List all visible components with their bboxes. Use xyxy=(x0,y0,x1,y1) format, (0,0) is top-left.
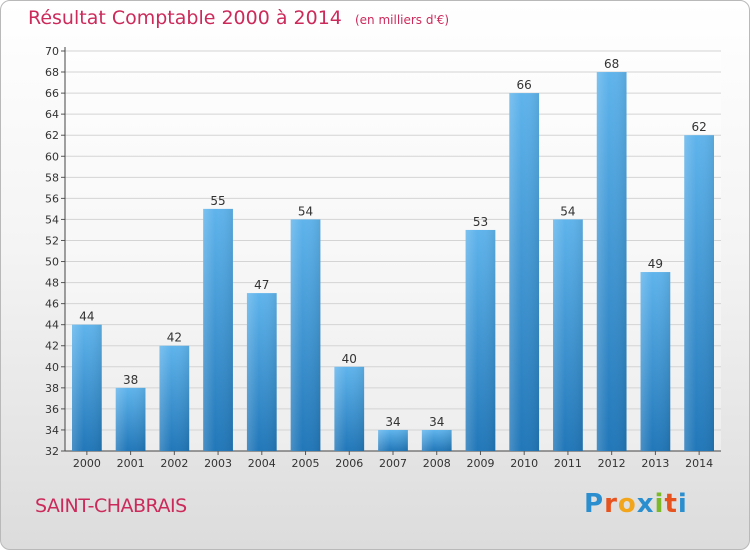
x-tick-label: 2011 xyxy=(554,457,582,470)
chart-title: Résultat Comptable 2000 à 2014 xyxy=(28,7,342,29)
bar-shine xyxy=(640,272,671,451)
data-label: 55 xyxy=(210,194,225,208)
data-label: 54 xyxy=(560,204,575,218)
logo-letter: P xyxy=(584,489,605,519)
x-tick-label: 2006 xyxy=(335,457,363,470)
chart-subtitle: (en milliers d'€) xyxy=(354,13,450,27)
y-tick-label: 66 xyxy=(45,87,59,100)
bar-shine xyxy=(421,429,452,451)
bar-shine xyxy=(71,324,102,451)
x-tick-label: 2014 xyxy=(685,457,713,470)
x-tick-label: 2009 xyxy=(466,457,494,470)
x-tick-label: 2003 xyxy=(204,457,232,470)
bar-shine xyxy=(684,135,715,452)
y-tick-label: 32 xyxy=(45,445,59,458)
data-label: 66 xyxy=(517,78,532,92)
data-label: 34 xyxy=(429,415,444,429)
data-label: 42 xyxy=(167,331,182,345)
data-label: 68 xyxy=(604,57,619,71)
x-tick-label: 2007 xyxy=(379,457,407,470)
y-tick-label: 64 xyxy=(45,108,59,121)
y-tick-label: 68 xyxy=(45,66,59,79)
logo-letter: r xyxy=(604,489,618,519)
data-label: 62 xyxy=(691,120,706,134)
y-tick-label: 62 xyxy=(45,129,59,142)
x-tick-label: 2001 xyxy=(117,457,145,470)
bar-shine xyxy=(465,229,496,451)
y-tick-label: 50 xyxy=(45,256,59,269)
y-tick-label: 56 xyxy=(45,192,59,205)
x-tick-label: 2013 xyxy=(641,457,669,470)
y-tick-label: 54 xyxy=(45,213,59,226)
data-label: 44 xyxy=(79,310,94,324)
y-tick-label: 42 xyxy=(45,340,59,353)
y-tick-label: 40 xyxy=(45,361,59,374)
bar-shine xyxy=(334,366,365,451)
data-label: 40 xyxy=(342,352,357,366)
x-tick-label: 2010 xyxy=(510,457,538,470)
bar-shine xyxy=(115,387,146,451)
y-tick-label: 58 xyxy=(45,171,59,184)
x-tick-label: 2008 xyxy=(423,457,451,470)
logo-letter: i xyxy=(677,489,688,519)
bar-shine xyxy=(203,208,233,451)
logo-letter: x xyxy=(636,489,655,519)
proxiti-logo[interactable]: Proxiti xyxy=(584,489,688,519)
data-label: 49 xyxy=(648,257,663,271)
y-tick-label: 36 xyxy=(45,403,59,416)
y-tick-label: 52 xyxy=(45,234,59,247)
bar-shine xyxy=(246,293,277,451)
title-row: Résultat Comptable 2000 à 2014 (en milli… xyxy=(28,7,449,29)
y-tick-label: 46 xyxy=(45,298,59,311)
logo-letter: i xyxy=(654,489,665,519)
logo-letter: t xyxy=(664,489,678,519)
data-label: 53 xyxy=(473,215,488,229)
y-tick-label: 34 xyxy=(45,424,59,437)
bar-shine xyxy=(159,345,190,451)
y-tick-label: 38 xyxy=(45,382,59,395)
bar-shine xyxy=(378,429,408,451)
bar-shine xyxy=(509,93,540,452)
x-tick-label: 2012 xyxy=(598,457,626,470)
data-label: 38 xyxy=(123,373,138,387)
x-tick-label: 2000 xyxy=(73,457,101,470)
x-tick-label: 2004 xyxy=(248,457,276,470)
data-label: 54 xyxy=(298,204,313,218)
bar-shine xyxy=(553,219,583,451)
logo-letter: o xyxy=(617,489,637,519)
data-label: 34 xyxy=(385,415,400,429)
y-tick-label: 48 xyxy=(45,277,59,290)
bar-shine xyxy=(290,219,321,451)
x-tick-label: 2002 xyxy=(160,457,188,470)
data-label: 47 xyxy=(254,278,269,292)
y-tick-label: 70 xyxy=(45,45,59,58)
y-tick-label: 60 xyxy=(45,150,59,163)
y-tick-label: 44 xyxy=(45,319,59,332)
commune-name: SAINT-CHABRAIS xyxy=(35,495,187,517)
bar-shine xyxy=(596,72,627,451)
x-tick-label: 2005 xyxy=(292,457,320,470)
